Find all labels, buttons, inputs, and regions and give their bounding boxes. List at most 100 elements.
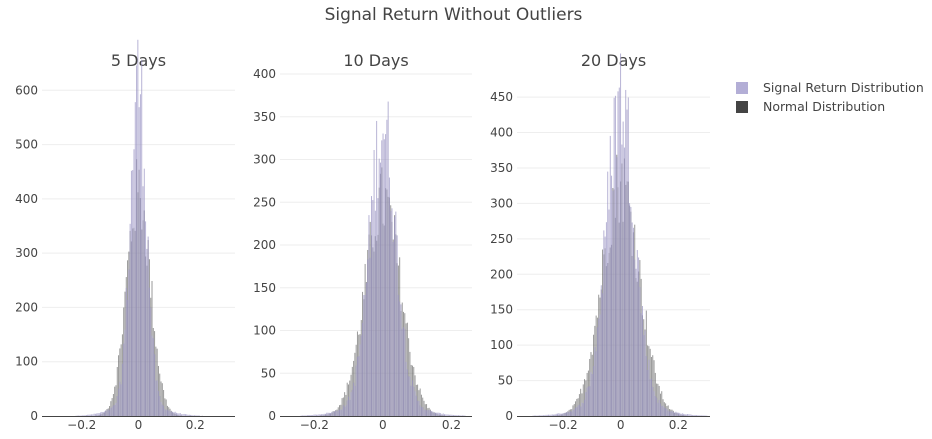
signal-bar [321, 414, 323, 416]
signal-bar [191, 415, 193, 416]
normal-bar [160, 381, 162, 416]
signal-bar [622, 121, 624, 417]
signal-bar [394, 217, 396, 416]
signal-bar [423, 409, 425, 416]
signal-bar [152, 338, 154, 416]
signal-bar [147, 236, 149, 416]
subplot-3: 20 Days 0 50 100 150 200 250 300 350 400 450 −0.2 0 0… [490, 51, 710, 432]
signal-bar [310, 415, 312, 416]
signal-bar [620, 53, 622, 416]
signal-bar [414, 391, 416, 416]
signal-bar [459, 415, 461, 416]
signal-bar [308, 415, 310, 416]
y-tick-label: 400 [490, 126, 513, 140]
signal-bar [157, 391, 159, 416]
signal-bar [417, 400, 419, 416]
signal-bar [179, 413, 181, 416]
signal-bar [677, 412, 679, 416]
signal-bar [659, 403, 661, 416]
signal-bar [330, 412, 332, 416]
signal-bar [578, 404, 580, 416]
signal-bar [657, 402, 659, 416]
y-tick-label: 350 [253, 110, 276, 124]
signal-bar [142, 186, 144, 416]
y-tick-label: 0 [505, 409, 513, 423]
signal-bar [584, 399, 586, 416]
signal-bar [118, 388, 120, 416]
signal-bar [141, 59, 143, 416]
signal-bar [182, 414, 184, 416]
signal-bar [446, 414, 448, 416]
signal-bar [395, 211, 397, 416]
signal-bar [349, 399, 351, 416]
y-tick-label: 300 [15, 246, 38, 260]
signal-bar [661, 405, 663, 416]
y-tick-label: 100 [490, 338, 513, 352]
signal-bar [105, 410, 107, 416]
normal-bar [657, 383, 659, 416]
signal-bar [662, 405, 664, 416]
signal-bar [419, 405, 421, 416]
signal-bar [618, 87, 620, 416]
normal-bar [164, 398, 166, 416]
signal-bar [614, 95, 616, 417]
signal-bar [630, 206, 632, 416]
signal-bar [94, 413, 96, 416]
signal-bar [445, 414, 447, 416]
signal-bar [112, 405, 114, 416]
signal-bar [560, 413, 562, 416]
x-tick-label: 0.2 [186, 418, 205, 432]
legend-item-normal[interactable]: Normal Distribution [736, 97, 924, 116]
signal-bar [452, 414, 454, 416]
signal-bar [582, 403, 584, 416]
signal-bar [328, 412, 330, 416]
y-tick-label: 500 [15, 138, 38, 152]
legend[interactable]: Signal Return Distribution Normal Distri… [736, 78, 924, 116]
signal-bar [161, 404, 163, 416]
signal-bar [173, 412, 175, 416]
x-tick-label: 0.2 [442, 418, 461, 432]
signal-bar [178, 413, 180, 416]
signal-bar [301, 415, 303, 416]
signal-bar [701, 415, 703, 416]
signal-bar [410, 385, 412, 416]
signal-bar [427, 410, 429, 416]
signal-bar [591, 373, 593, 416]
signal-bar [653, 391, 655, 416]
normal-bar [159, 373, 161, 416]
signal-bar [174, 411, 176, 416]
y-tick-label: 50 [498, 374, 513, 388]
signal-bar [625, 89, 627, 416]
signal-bar [581, 402, 583, 416]
signal-bar [87, 414, 89, 416]
signal-bar [640, 313, 642, 416]
signal-bar [84, 415, 86, 416]
y-tick-label: 300 [253, 153, 276, 167]
signal-bar [333, 411, 335, 416]
signal-bar [138, 107, 140, 416]
legend-item-signal[interactable]: Signal Return Distribution [736, 78, 924, 97]
signal-bar [623, 147, 625, 416]
signal-bar [667, 410, 669, 416]
signal-bar [571, 411, 573, 416]
x-tick-label: 0.2 [669, 418, 688, 432]
signal-bar [406, 369, 408, 416]
signal-bar [595, 351, 597, 416]
signal-bar [695, 415, 697, 416]
signal-bar [326, 412, 328, 416]
signal-bar [170, 411, 172, 416]
signal-bar [392, 241, 394, 416]
signal-bar [553, 414, 555, 416]
signal-bar [379, 162, 381, 416]
signal-bar [572, 409, 574, 416]
signal-bar [401, 328, 403, 416]
signal-bar [681, 413, 683, 416]
normal-bar [114, 386, 116, 416]
signal-bar [461, 415, 463, 416]
signal-bar [675, 411, 677, 416]
signal-bar [192, 415, 194, 416]
signal-bar [129, 223, 131, 416]
signal-bar [193, 415, 195, 416]
signal-bar [307, 415, 309, 416]
subplot-1: 5 Days 0 100 200 300 400 500 600 −0.2 0 0.2 [15, 39, 235, 432]
